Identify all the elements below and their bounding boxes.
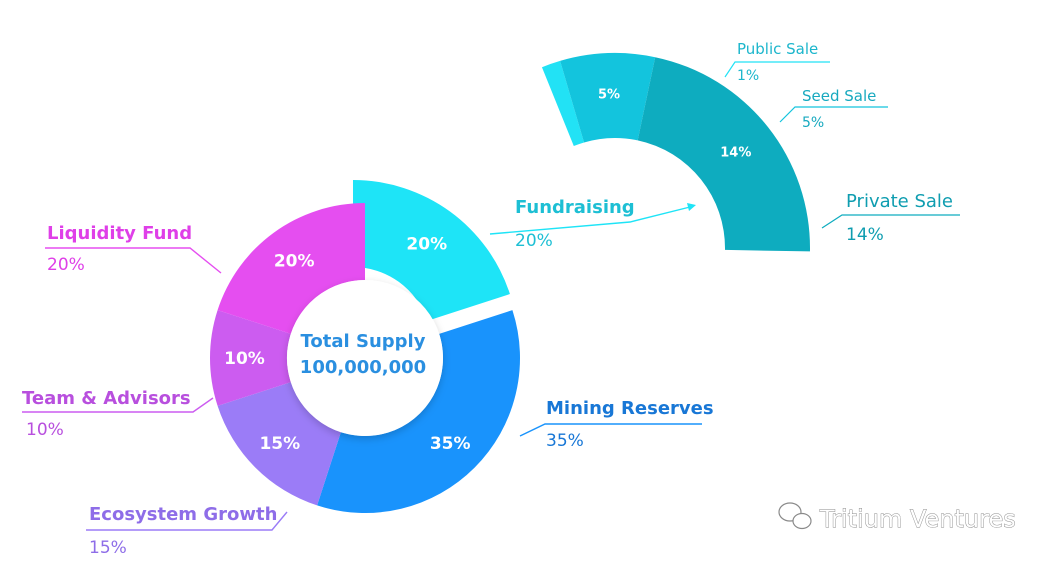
breakdown-percent-seed-sale: 5%	[598, 88, 620, 103]
slice-value-seed-sale: 5%	[802, 115, 824, 131]
slice-fundraising	[353, 180, 510, 321]
slice-value-ecosystem-growth: 15%	[89, 538, 127, 558]
slice-name-fundraising: Fundraising	[515, 197, 635, 218]
watermark: Tritium Ventures	[778, 502, 1016, 533]
leader-line-team-advisors	[22, 397, 214, 413]
slice-name-private-sale: Private Sale	[846, 191, 953, 212]
breakdown-percent-private-sale: 14%	[720, 146, 751, 161]
wechat-icon	[778, 502, 812, 530]
slice-percent-ecosystem-growth: 15%	[259, 434, 300, 454]
slice-ecosystem-growth	[217, 382, 341, 506]
label-team-advisors: Team & Advisors 10%	[22, 388, 214, 440]
leader-line-fundraising	[489, 206, 691, 235]
breakdown-slice-public-sale	[541, 60, 585, 147]
fundraising-breakdown	[541, 52, 810, 252]
leader-line-public-sale	[724, 61, 830, 78]
leader-line-private-sale	[821, 214, 960, 229]
donut-chart	[210, 180, 520, 513]
slice-percent-fundraising: 20%	[406, 234, 447, 254]
slice-value-fundraising: 20%	[515, 231, 553, 251]
center-value: 100,000,000	[300, 357, 426, 378]
slice-value-liquidity-fund: 20%	[47, 255, 85, 275]
slice-value-team-advisors: 10%	[26, 420, 64, 440]
breakdown-slice-seed-sale	[560, 52, 656, 143]
leader-line-seed-sale	[779, 106, 888, 123]
slice-mining-reserves	[317, 310, 520, 513]
slice-name-liquidity-fund: Liquidity Fund	[47, 223, 192, 244]
slice-percent-team-advisors: 10%	[224, 349, 265, 369]
leader-line-mining-reserves	[519, 423, 702, 437]
donut-hole	[287, 280, 443, 436]
slice-liquidity-fund	[217, 203, 365, 334]
slice-team-advisors	[210, 310, 291, 406]
slice-value-public-sale: 1%	[737, 68, 759, 84]
label-ecosystem-growth: Ecosystem Growth 15%	[86, 504, 288, 558]
label-liquidity-fund: Liquidity Fund 20%	[45, 223, 222, 275]
leader-line-liquidity-fund	[45, 247, 222, 274]
leader-line-ecosystem-growth	[86, 511, 288, 531]
donut-percent-labels: 20% 35% 15% 10% 20%	[224, 234, 470, 454]
watermark-text: Tritium Ventures	[819, 505, 1016, 533]
center-title: Total Supply	[301, 331, 426, 352]
breakdown-slice-private-sale	[637, 57, 810, 252]
slice-percent-liquidity-fund: 20%	[274, 252, 315, 272]
slice-name-public-sale: Public Sale	[737, 40, 818, 58]
label-mining-reserves: Mining Reserves 35%	[519, 398, 714, 451]
slice-name-mining-reserves: Mining Reserves	[546, 398, 714, 419]
label-seed-sale: Seed Sale 5%	[779, 87, 888, 131]
arrow-head-fundraising	[687, 203, 696, 211]
slice-value-private-sale: 14%	[846, 225, 884, 245]
slice-name-seed-sale: Seed Sale	[802, 87, 876, 105]
label-private-sale: Private Sale 14%	[821, 191, 960, 245]
slice-value-mining-reserves: 35%	[546, 431, 584, 451]
breakdown-percent-labels: 5% 14%	[598, 88, 751, 161]
label-public-sale: Public Sale 1%	[724, 40, 830, 84]
slice-name-ecosystem-growth: Ecosystem Growth	[89, 504, 277, 525]
slice-name-team-advisors: Team & Advisors	[22, 388, 191, 409]
slice-percent-mining-reserves: 35%	[430, 434, 471, 454]
label-fundraising: Fundraising 20%	[489, 197, 696, 251]
